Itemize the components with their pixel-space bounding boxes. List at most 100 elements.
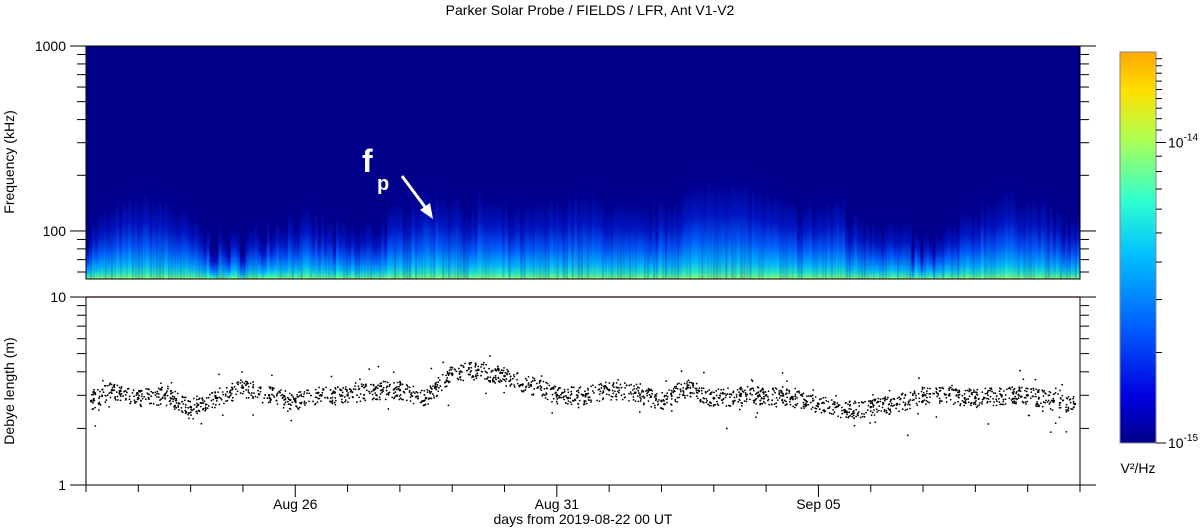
debye-point xyxy=(904,404,906,407)
debye-point xyxy=(318,397,321,400)
spectrogram-column xyxy=(501,187,506,279)
debye-point xyxy=(725,394,728,397)
debye-point xyxy=(725,405,728,407)
debye-point xyxy=(871,399,874,402)
debye-point xyxy=(641,395,644,398)
spectrogram-column xyxy=(414,180,418,279)
debye-point xyxy=(989,387,991,390)
debye-point xyxy=(485,392,487,395)
debye-point xyxy=(708,404,711,407)
debye-point xyxy=(737,400,740,403)
debye-point xyxy=(833,401,835,403)
spectrogram-column xyxy=(564,175,569,279)
debye-point xyxy=(976,388,979,391)
debye-point xyxy=(767,396,769,398)
spectrogram-column xyxy=(887,204,891,279)
debye-point xyxy=(224,393,227,396)
spectrogram-column xyxy=(339,209,343,279)
spectrogram-column xyxy=(646,181,650,279)
spectrogram-column xyxy=(164,174,168,279)
debye-point xyxy=(700,387,703,389)
fp-arrow-line xyxy=(400,175,430,212)
debye-point xyxy=(108,405,110,408)
debye-point xyxy=(1025,390,1028,393)
debye-point xyxy=(308,392,311,395)
spectrogram-column xyxy=(962,185,967,279)
debye-point xyxy=(788,401,791,403)
debye-point xyxy=(991,390,993,393)
debye-point xyxy=(610,398,613,401)
debye-point xyxy=(755,392,758,395)
debye-point xyxy=(144,398,147,401)
debye-point xyxy=(551,393,554,396)
debye-point xyxy=(732,403,735,405)
debye-point xyxy=(978,404,981,406)
debye-point xyxy=(160,389,163,391)
debye-point xyxy=(1009,388,1012,390)
debye-point xyxy=(510,383,513,385)
debye-point xyxy=(448,380,451,383)
debye-point xyxy=(764,394,768,397)
debye-point xyxy=(680,370,683,373)
debye-point xyxy=(224,394,227,397)
spectrogram-column xyxy=(555,166,560,279)
debye-point xyxy=(475,377,478,380)
debye-point xyxy=(558,394,560,397)
debye-point xyxy=(346,394,349,397)
debye-point xyxy=(518,384,520,387)
debye-point xyxy=(204,403,207,406)
spectrogram-column xyxy=(929,226,933,279)
debye-point xyxy=(483,367,486,370)
debye-point xyxy=(700,389,703,392)
debye-point xyxy=(794,387,797,390)
debye-point xyxy=(749,388,752,391)
debye-point xyxy=(1020,396,1022,399)
debye-point xyxy=(1016,398,1019,401)
debye-point xyxy=(140,405,143,408)
debye-point xyxy=(359,393,362,395)
spectrogram-column xyxy=(197,205,202,279)
debye-point xyxy=(954,401,956,404)
spectrogram-column xyxy=(589,176,593,279)
debye-point xyxy=(1000,394,1003,397)
debye-point xyxy=(244,384,247,387)
debye-point xyxy=(1001,403,1004,406)
debye-point xyxy=(108,392,111,394)
spectrogram-column xyxy=(763,172,768,279)
debye-point xyxy=(567,388,569,391)
spectrogram-column xyxy=(784,171,789,279)
debye-point xyxy=(175,399,178,402)
debye-point xyxy=(1041,405,1044,408)
debye-point xyxy=(748,398,751,401)
debye-point xyxy=(539,387,542,390)
debye-point xyxy=(786,396,789,399)
debye-point xyxy=(628,392,630,395)
debye-point xyxy=(193,403,196,406)
debye-point xyxy=(505,372,508,375)
debye-point xyxy=(352,388,355,390)
debye-point xyxy=(516,378,518,381)
spectrogram-columns xyxy=(86,143,1080,279)
debye-point xyxy=(440,389,443,392)
debye-point xyxy=(298,394,301,397)
debye-point xyxy=(853,402,855,405)
debye-point xyxy=(187,413,190,416)
spectrogram-column xyxy=(287,192,292,279)
colorbar-label: V²/Hz xyxy=(1121,460,1156,476)
spectrogram-column xyxy=(239,244,244,279)
debye-point xyxy=(226,399,229,402)
debye-point xyxy=(118,392,121,395)
spectrogram-column xyxy=(351,207,355,279)
debye-point xyxy=(788,392,791,395)
debye-point xyxy=(811,406,814,409)
debye-point xyxy=(884,396,887,399)
debye-point xyxy=(630,383,633,386)
spectrogram-column xyxy=(188,197,193,279)
spectrogram-column xyxy=(299,186,304,279)
debye-point xyxy=(1061,383,1064,386)
spectrogram-column xyxy=(757,156,762,279)
spectrogram-column xyxy=(248,212,253,279)
debye-point xyxy=(281,393,284,396)
spectrogram-column xyxy=(92,197,96,279)
